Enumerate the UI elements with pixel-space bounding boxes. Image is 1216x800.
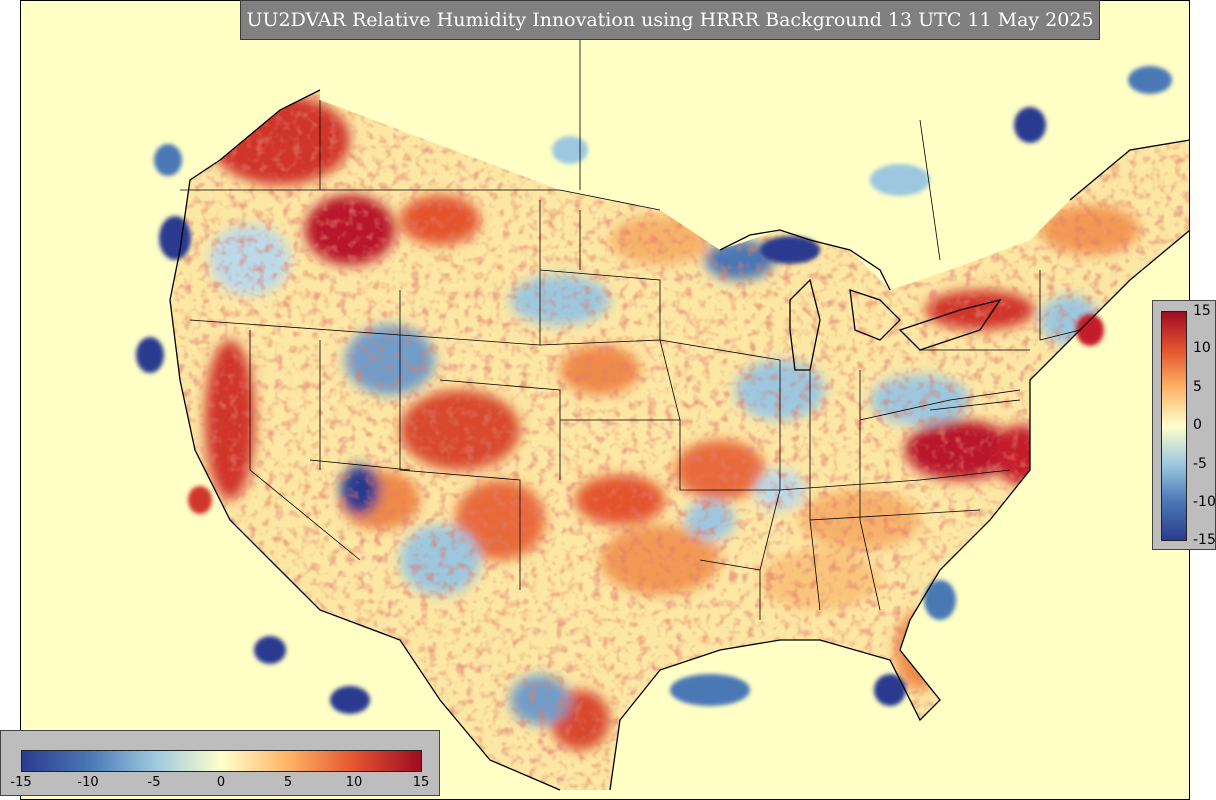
vertical-tick-label: 0 [1193, 417, 1202, 433]
vertical-tick-label: -5 [1193, 456, 1207, 472]
vertical-colorbar-ramp [1161, 311, 1187, 541]
horizontal-colorbar: -15 -10 -5 0 5 10 15 [0, 730, 440, 796]
horizontal-tick-label: 5 [283, 775, 293, 790]
vertical-tick-label: 15 [1193, 303, 1211, 319]
humidity-innovation-map [20, 0, 1190, 800]
map-title: UU2DVAR Relative Humidity Innovation usi… [246, 9, 1094, 31]
vertical-tick-label: 5 [1193, 379, 1202, 395]
vertical-tick-label: 10 [1193, 340, 1211, 356]
horizontal-tick-label: 15 [412, 775, 430, 790]
horizontal-tick-label: -10 [77, 775, 99, 790]
horizontal-tick-label: -5 [147, 775, 161, 790]
state-borders [180, 0, 1081, 620]
vertical-colorbar: 15 10 5 0 -5 -10 -15 [1152, 300, 1216, 550]
offshore-anomalies [136, 66, 1172, 714]
vertical-tick-label: -10 [1193, 494, 1216, 510]
vertical-tick-label: -15 [1193, 532, 1216, 548]
horizontal-tick-label: 0 [216, 775, 226, 790]
horizontal-tick-label: 10 [345, 775, 363, 790]
title-banner: UU2DVAR Relative Humidity Innovation usi… [240, 0, 1100, 40]
horizontal-colorbar-ramp [21, 750, 422, 772]
horizontal-tick-label: -15 [10, 775, 32, 790]
